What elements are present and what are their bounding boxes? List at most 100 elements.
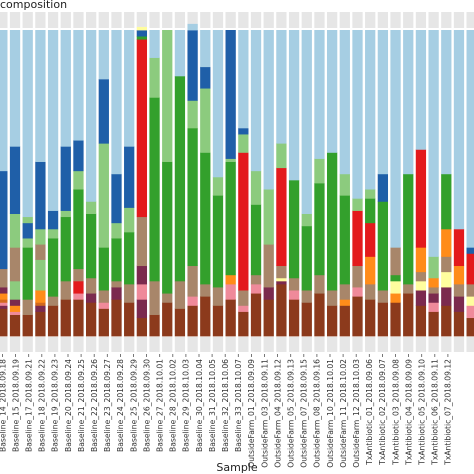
stacked-bar bbox=[415, 30, 427, 337]
bar-segment bbox=[441, 256, 452, 273]
bar-segment bbox=[9, 314, 21, 337]
bar-segment bbox=[390, 247, 401, 276]
x-tick-label: Baseline_27_2018.10.01 bbox=[156, 359, 165, 452]
bar-segment bbox=[352, 198, 363, 211]
bar-segment bbox=[441, 271, 452, 288]
bar-segment bbox=[35, 290, 46, 303]
facet-strip-bottom bbox=[9, 337, 21, 352]
facet-strip-bottom bbox=[187, 337, 198, 352]
x-tick-label: TxAntibiotic_06_2018.09.11 bbox=[431, 359, 440, 466]
bar-segment bbox=[22, 216, 33, 224]
facet-strip-top bbox=[288, 12, 300, 28]
bar-segment bbox=[22, 30, 33, 218]
bar-segment bbox=[250, 30, 262, 172]
bar-segment bbox=[365, 198, 376, 224]
bar-segment bbox=[466, 296, 474, 306]
bar-segment bbox=[453, 296, 465, 312]
bar-segment bbox=[9, 30, 21, 147]
stacked-bar bbox=[187, 23, 198, 337]
stacked-bar bbox=[162, 30, 173, 337]
bar-segment bbox=[111, 238, 122, 282]
facet-strip-top bbox=[149, 12, 160, 28]
bar-segment bbox=[73, 189, 84, 270]
bar-segment bbox=[9, 146, 21, 214]
bar-segment bbox=[212, 176, 224, 196]
bar-segment bbox=[187, 296, 198, 306]
bar-segment bbox=[238, 30, 249, 129]
x-tick-label: Baseline_21_2018.09.25 bbox=[77, 359, 86, 452]
bar-segment bbox=[441, 30, 452, 175]
bar-segment bbox=[365, 222, 376, 257]
bar-segment bbox=[276, 283, 287, 337]
bar-segment bbox=[365, 256, 376, 285]
bar-segment bbox=[326, 305, 338, 337]
bar-segment bbox=[22, 222, 33, 239]
bar-segment bbox=[339, 299, 350, 306]
x-axis-label: Sample bbox=[216, 461, 258, 474]
facet-strip-top bbox=[111, 12, 122, 28]
bar-segment bbox=[85, 302, 97, 337]
bar-segment bbox=[0, 170, 8, 270]
facet-strip-bottom bbox=[314, 337, 325, 352]
bar-segment bbox=[9, 305, 21, 312]
facet-strip-top bbox=[136, 12, 148, 28]
stacked-bar bbox=[111, 30, 122, 337]
bar-segment bbox=[453, 30, 465, 230]
bar-segment bbox=[47, 228, 59, 239]
bar-segment bbox=[377, 302, 389, 337]
facet-strip-bottom bbox=[453, 337, 465, 352]
bar-segment bbox=[98, 247, 109, 291]
facet-strip-bottom bbox=[428, 337, 439, 352]
x-tick-label: Baseline_26_2018.09.30 bbox=[142, 359, 151, 452]
bar-segment bbox=[365, 283, 376, 300]
bar-segment bbox=[428, 277, 439, 288]
bar-segment bbox=[314, 158, 325, 184]
bar-segment bbox=[225, 283, 236, 300]
x-tick-label: OutsideFarm_03_2018.09.11 bbox=[260, 359, 269, 468]
bar-segment bbox=[288, 277, 300, 291]
chart-title: composition bbox=[0, 0, 68, 11]
bar-segment bbox=[136, 26, 148, 31]
bar-segment bbox=[403, 173, 414, 285]
facet-strip-bottom bbox=[60, 337, 71, 352]
bar-segment bbox=[73, 268, 84, 282]
bar-segment bbox=[174, 75, 186, 282]
bar-segment bbox=[365, 299, 376, 337]
facet-strip-top bbox=[187, 12, 198, 28]
bar-segment bbox=[365, 189, 376, 199]
bar-segment bbox=[403, 30, 414, 175]
facet-strip-top bbox=[250, 12, 262, 28]
bar-segment bbox=[453, 283, 465, 297]
bar-segment bbox=[326, 30, 338, 153]
bar-segment bbox=[200, 30, 211, 68]
bar-segment bbox=[301, 290, 312, 303]
facet-strip-bottom bbox=[174, 337, 186, 352]
bar-segment bbox=[162, 302, 173, 337]
x-tick-label: Baseline_28_2018.10.02 bbox=[169, 359, 178, 452]
bar-segment bbox=[377, 290, 389, 303]
bar-segment bbox=[352, 30, 363, 199]
bar-segment bbox=[85, 30, 97, 202]
bar-segment bbox=[47, 210, 59, 230]
facet-strip-top bbox=[22, 12, 33, 28]
stacked-bar bbox=[403, 30, 414, 337]
facet-strip-bottom bbox=[136, 337, 148, 352]
bar-segment bbox=[466, 30, 474, 248]
bar-segment bbox=[466, 253, 474, 285]
bar-segment bbox=[441, 173, 452, 230]
bar-segment bbox=[288, 30, 300, 181]
bar-segment bbox=[124, 302, 135, 337]
x-tick-label: TxAntibiotic_04_2018.09.09 bbox=[404, 359, 413, 466]
facet-strip-top bbox=[390, 12, 401, 28]
bar-segment bbox=[98, 302, 109, 309]
bar-segment bbox=[85, 277, 97, 294]
facet-strip-bottom bbox=[162, 337, 173, 352]
bar-segment bbox=[174, 308, 186, 337]
bar-segment bbox=[288, 290, 300, 300]
bar-segment bbox=[212, 30, 224, 178]
bar-segment bbox=[225, 30, 236, 159]
bar-segment bbox=[250, 293, 262, 337]
bar-segment bbox=[238, 152, 249, 291]
bar-segment bbox=[225, 158, 236, 162]
facet-strip-bottom bbox=[415, 337, 427, 352]
